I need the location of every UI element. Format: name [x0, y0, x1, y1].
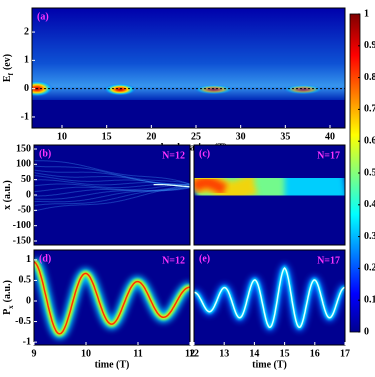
x-tick-label: 30: [236, 131, 246, 142]
colorbar-tick-label: 0.5: [364, 167, 375, 178]
y-axis-label-main: E: [2, 75, 13, 82]
trajectory: [34, 184, 190, 197]
y-axis-label: x (a.u.): [2, 180, 13, 210]
haze: [32, 8, 345, 100]
trajectory: [34, 185, 190, 200]
x-tick-label: 14: [249, 348, 259, 359]
x-tick-label: 10: [57, 131, 67, 142]
panel-label: (a): [37, 11, 49, 22]
x-tick-label: 13: [219, 348, 229, 359]
trajectory: [34, 185, 190, 212]
trajectory: [34, 169, 190, 186]
x-tick-label: 9: [32, 348, 37, 359]
heatmap: [32, 8, 345, 128]
panel-label: (d): [39, 253, 51, 264]
colorbar-tick-label: 0.3: [364, 231, 375, 242]
hot-spot: [193, 84, 234, 95]
heatmap-bg: [34, 145, 190, 245]
hot-spot: [32, 80, 53, 97]
x-axis-label: time (T): [252, 359, 287, 370]
trajectory: [34, 186, 190, 206]
annotation: N=17: [317, 255, 340, 266]
trajectory: [34, 183, 190, 193]
x-tick-label: 12: [185, 348, 195, 359]
x-tick-label: 25: [191, 131, 201, 142]
colorbar-tick-label: 0.6: [364, 135, 375, 146]
annotation: N=12: [162, 255, 185, 266]
y-axis-label-sub: f: [7, 72, 15, 75]
frame: [193, 144, 346, 246]
y-tick-label: 0: [24, 83, 29, 94]
colorbar-tick-label: 0.2: [364, 263, 375, 274]
y-axis-label: Ef (ev): [2, 54, 14, 82]
y-axis-label-main: P: [2, 309, 13, 315]
y-tick-label: -150: [13, 235, 31, 246]
trajectory: [34, 179, 190, 188]
y-tick-label: -1: [23, 336, 31, 347]
annotation: N=17: [317, 150, 340, 161]
colorbar-tick-label: 0.1: [364, 294, 375, 305]
y-axis-label-main: x (a.u.): [2, 180, 13, 210]
y-tick-label: 100: [16, 159, 31, 170]
x-tick-label: 17: [340, 348, 350, 359]
trajectory: [34, 175, 190, 189]
y-tick-label: 50: [21, 174, 31, 185]
y-tick-label: 0: [26, 295, 31, 306]
y-axis-label-unit: (ev): [2, 54, 13, 70]
colorbar-tick-label: 0.7: [364, 104, 375, 115]
x-tick-label: 20: [146, 131, 156, 142]
frame: [31, 7, 346, 129]
panel-label: (b): [39, 148, 51, 159]
y-tick-label: 1: [26, 254, 31, 265]
heatmap: [34, 250, 190, 345]
hot-spot: [104, 83, 137, 96]
y-axis-label-sub: x: [7, 305, 15, 309]
y-tick-label: 150: [16, 143, 31, 154]
heatmap: [34, 145, 190, 245]
colorbar-tick-label: 0: [364, 326, 369, 337]
frame: [193, 249, 346, 346]
colorbar-tick-label: 1: [364, 8, 369, 19]
panel-label: (e): [199, 253, 210, 264]
x-tick-label: 10: [81, 348, 91, 359]
frame: [33, 249, 191, 346]
y-tick-label: -0.5: [15, 316, 31, 327]
x-axis-label: time (T): [95, 359, 130, 370]
density-curve: [194, 267, 345, 329]
x-tick-label: 11: [133, 348, 142, 359]
y-tick-label: 2: [24, 26, 29, 37]
trajectory: [153, 184, 190, 188]
density-band: [194, 177, 228, 195]
y-axis-label-unit: (a.u.): [2, 280, 13, 302]
y-tick-label: -50: [18, 205, 31, 216]
x-tick-label: 35: [280, 131, 290, 142]
heatmap: [194, 145, 345, 245]
y-tick-label: 0.5: [19, 275, 32, 286]
annotation: N=12: [162, 150, 185, 161]
hot-spot: [283, 84, 324, 95]
colorbar-tick-label: 0.9: [364, 40, 375, 51]
trajectory: [34, 165, 190, 185]
y-tick-label: -100: [13, 220, 31, 231]
y-tick-label: 0: [26, 189, 31, 200]
x-tick-label: 40: [325, 131, 335, 142]
heatmap: [194, 250, 345, 345]
x-tick-label: 16: [310, 348, 320, 359]
colorbar-tick-label: 0.8: [364, 72, 375, 83]
colorbar-tick-label: 0.4: [364, 199, 375, 210]
y-tick-label: 1: [24, 55, 29, 66]
density-curve: [34, 261, 190, 335]
y-axis-label: Px (a.u.): [2, 280, 14, 315]
x-tick-label: 12: [189, 348, 199, 359]
trajectory: [34, 187, 190, 203]
x-tick-label: 15: [102, 131, 112, 142]
trajectory: [34, 160, 190, 186]
y-tick-label: -1: [21, 111, 29, 122]
x-tick-label: 15: [280, 348, 290, 359]
panel-label: (c): [199, 148, 210, 159]
